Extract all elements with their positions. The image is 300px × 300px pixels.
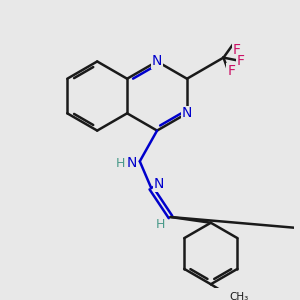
Text: H: H [116,157,125,170]
Text: N: N [182,106,192,120]
Text: F: F [227,64,235,78]
Text: N: N [127,156,137,170]
Text: H: H [156,218,166,231]
Text: CH₃: CH₃ [229,292,248,300]
Text: N: N [154,177,164,191]
Text: F: F [233,43,241,57]
Text: N: N [152,55,162,68]
Text: F: F [237,55,245,68]
